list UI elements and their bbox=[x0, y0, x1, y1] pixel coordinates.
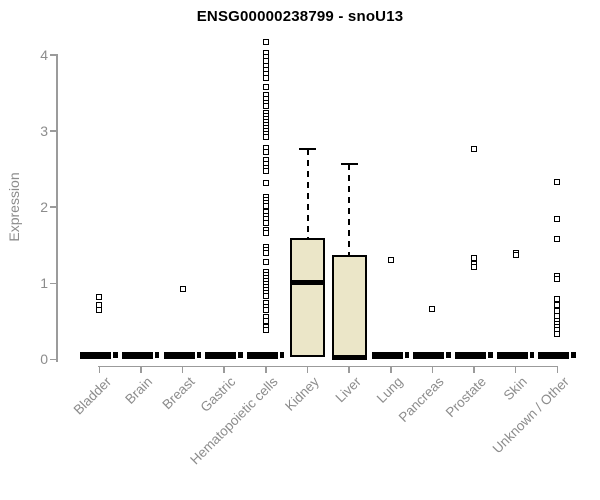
y-axis-line bbox=[56, 54, 58, 363]
box-rect bbox=[290, 238, 325, 358]
outlier-point bbox=[262, 83, 269, 90]
y-tick-label: 4 bbox=[40, 47, 48, 63]
zero-box-bar bbox=[455, 351, 487, 359]
outlier-point bbox=[471, 145, 478, 152]
zero-box-bar bbox=[80, 351, 112, 359]
whisker-line bbox=[348, 163, 351, 256]
zero-box-bar bbox=[538, 351, 570, 359]
zero-box-bar bbox=[413, 351, 445, 359]
x-tick-label-text: Kidney bbox=[282, 374, 323, 414]
whisker-line bbox=[306, 148, 309, 239]
x-tick-label-text: Unknown / Other bbox=[489, 374, 572, 457]
median-line bbox=[331, 354, 367, 360]
outlier-point bbox=[554, 216, 561, 223]
y-tick-label: 3 bbox=[40, 123, 48, 140]
x-tick-label-text: Skin bbox=[501, 374, 531, 404]
outlier-point bbox=[262, 39, 269, 46]
x-axis-tick bbox=[98, 365, 101, 373]
zero-box-cap bbox=[529, 352, 535, 359]
x-axis-tick bbox=[514, 365, 517, 373]
x-tick-label-text: Breast bbox=[158, 374, 198, 413]
zero-box-cap bbox=[196, 352, 202, 359]
outlier-point bbox=[554, 330, 561, 337]
x-axis-tick bbox=[306, 365, 309, 373]
outlier-point bbox=[262, 230, 269, 237]
outlier-point bbox=[512, 252, 519, 259]
zero-box-bar bbox=[496, 351, 528, 359]
outlier-point bbox=[262, 220, 269, 227]
box-rect bbox=[331, 255, 367, 360]
y-axis-tick bbox=[49, 206, 56, 208]
x-tick-label-text: Pancreas bbox=[396, 374, 448, 425]
zero-box-cap bbox=[279, 352, 285, 359]
x-axis-tick bbox=[556, 365, 559, 373]
x-axis-tick bbox=[348, 365, 350, 373]
zero-box-bar bbox=[163, 351, 195, 359]
x-axis-tick bbox=[223, 365, 225, 373]
outlier-point bbox=[387, 256, 394, 263]
outlier-point bbox=[554, 236, 561, 243]
outlier-point bbox=[262, 102, 269, 109]
whisker-cap bbox=[299, 147, 316, 150]
zero-box-cap bbox=[113, 352, 118, 359]
y-tick-label: 1 bbox=[40, 275, 48, 292]
outlier-point bbox=[262, 202, 269, 209]
outlier-point bbox=[262, 148, 269, 155]
zero-box-bar bbox=[121, 351, 153, 359]
y-tick-label: 0 bbox=[40, 351, 48, 368]
outlier-point bbox=[262, 293, 269, 300]
chart-title: ENSG00000238799 - snoU13 bbox=[196, 8, 404, 25]
outlier-point bbox=[96, 293, 103, 300]
x-axis-tick bbox=[140, 365, 142, 373]
y-axis-tick bbox=[49, 358, 56, 361]
zero-box-bar bbox=[246, 351, 278, 359]
x-tick-label-text: Liver bbox=[332, 374, 364, 406]
median-line bbox=[290, 280, 325, 286]
outlier-point bbox=[471, 264, 478, 271]
outlier-point bbox=[262, 179, 269, 186]
x-axis-line bbox=[98, 365, 559, 367]
outlier-point bbox=[262, 306, 269, 313]
x-tick-label-text: Brain bbox=[122, 374, 156, 407]
outlier-point bbox=[262, 134, 269, 141]
zero-box-cap bbox=[488, 352, 493, 359]
x-tick-label-text: Bladder bbox=[70, 374, 114, 418]
x-axis-tick bbox=[265, 365, 267, 373]
y-axis-tick bbox=[49, 54, 56, 56]
outlier-point bbox=[554, 179, 561, 186]
outlier-point bbox=[554, 295, 561, 302]
x-axis-tick bbox=[390, 365, 392, 373]
x-axis-tick bbox=[181, 365, 184, 373]
zero-box-cap bbox=[571, 352, 576, 359]
outlier-point bbox=[96, 306, 103, 313]
outlier-point bbox=[179, 286, 186, 293]
outlier-point bbox=[554, 275, 561, 282]
outlier-point bbox=[429, 306, 436, 313]
x-axis-tick bbox=[473, 365, 475, 373]
x-tick-label-text: Gastric bbox=[197, 374, 239, 415]
zero-box-bar bbox=[371, 351, 403, 359]
outlier-point bbox=[262, 327, 269, 334]
zero-box-cap bbox=[404, 352, 410, 359]
outlier-point bbox=[262, 249, 269, 256]
outlier-point bbox=[262, 317, 269, 324]
zero-box-cap bbox=[154, 352, 160, 359]
y-tick-label: 2 bbox=[40, 199, 48, 216]
whisker-cap bbox=[340, 162, 358, 165]
outlier-point bbox=[262, 258, 269, 265]
outlier-point bbox=[262, 74, 269, 81]
x-tick-label-text: Lung bbox=[373, 374, 406, 406]
zero-box-bar bbox=[205, 351, 237, 359]
zero-box-cap bbox=[238, 352, 243, 359]
x-axis-tick bbox=[431, 365, 434, 373]
outlier-point bbox=[262, 168, 269, 175]
y-axis-tick bbox=[49, 282, 56, 285]
zero-box-cap bbox=[446, 352, 451, 359]
x-tick-label-text: Prostate bbox=[442, 374, 489, 421]
y-axis-tick bbox=[49, 130, 56, 132]
